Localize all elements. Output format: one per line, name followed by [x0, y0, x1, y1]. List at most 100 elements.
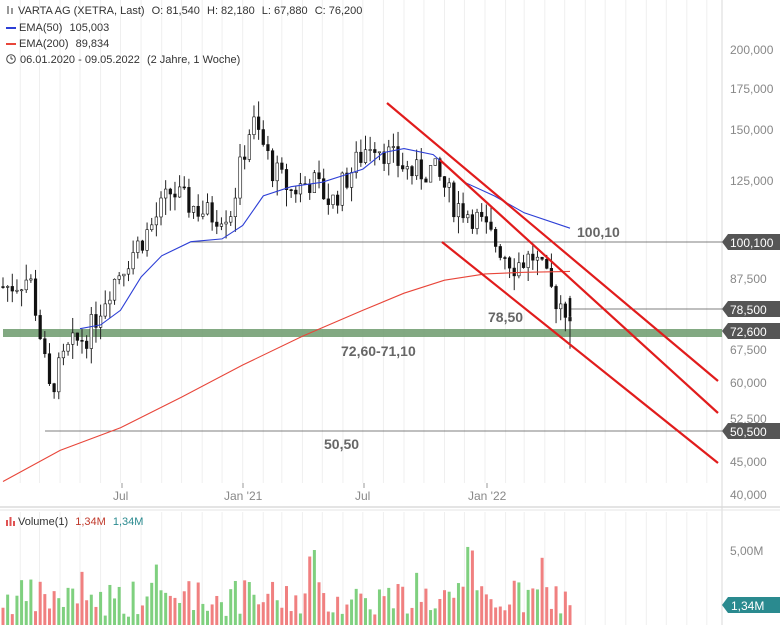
volume-bar	[136, 614, 140, 625]
candle-down	[33, 278, 38, 316]
close-value: C: 76,200	[314, 5, 363, 17]
trendline-lower	[441, 241, 719, 464]
candle-down	[289, 189, 293, 191]
ema50-value: 105,003	[69, 22, 110, 34]
candle-up	[15, 289, 19, 292]
svg-text:1,34M: 1,34M	[731, 599, 764, 613]
candle-down	[410, 166, 414, 177]
volume-bars	[1, 546, 572, 625]
level-label-78: 78,50	[488, 309, 523, 325]
price-badge-100: 100,100	[722, 234, 780, 250]
volume-bar	[192, 610, 196, 625]
svg-text:78,500: 78,500	[730, 303, 767, 317]
volume-bar	[522, 612, 526, 625]
candle-up	[456, 203, 461, 218]
volume-bar	[312, 550, 316, 625]
volume-bar	[405, 613, 409, 625]
candle-up	[201, 213, 205, 217]
volume-bar	[196, 582, 200, 625]
candle-down	[419, 159, 423, 180]
volume-bar	[275, 600, 279, 625]
volume-bar	[294, 595, 298, 625]
volume-bar	[140, 605, 144, 625]
date-range: 06.01.2020 - 09.05.2022 (2 Jahre, 1 Woch…	[6, 54, 240, 66]
volume-bar	[103, 615, 107, 625]
volume-bar	[508, 604, 512, 625]
volume-bar	[559, 613, 563, 625]
candle-down	[401, 165, 405, 170]
volume-bar	[173, 597, 177, 625]
candle-up	[405, 166, 409, 170]
volume-bar	[80, 571, 84, 625]
candle-down	[489, 221, 493, 230]
candle-down	[438, 158, 442, 177]
candle-down	[1, 286, 5, 288]
candle-down	[461, 203, 465, 219]
candle-down	[336, 194, 340, 206]
volume-bar	[308, 556, 312, 625]
candle-up	[535, 256, 540, 261]
svg-text:100,100: 100,100	[730, 236, 774, 250]
volume-bar	[368, 609, 372, 625]
candle-down	[484, 216, 488, 223]
volume-bar	[415, 572, 419, 625]
volume-bar	[29, 579, 33, 625]
candle-up	[150, 224, 154, 230]
volume-bar	[298, 613, 302, 625]
candle-down	[373, 149, 377, 153]
candle-up	[415, 159, 419, 177]
candle-up	[61, 350, 66, 359]
ema200-value: 89,834	[75, 38, 110, 50]
volume-bar	[1, 607, 5, 625]
volume-bar	[470, 550, 474, 625]
volume-bar	[456, 583, 460, 625]
candle-down	[47, 353, 52, 384]
volume-bar	[182, 591, 186, 625]
candle-up	[229, 216, 233, 223]
candle-down	[345, 172, 349, 188]
volume-bar	[43, 594, 47, 625]
candle-up	[19, 289, 24, 292]
candle-up	[526, 253, 530, 268]
price-axis: 200,000 175,000 150,000 125,000 87,500 6…	[730, 43, 774, 502]
volume-badge: 1,34M	[722, 597, 780, 613]
candle-up	[71, 332, 75, 345]
svg-text:50,500: 50,500	[730, 425, 767, 439]
volume-bar	[205, 610, 209, 625]
candle-down	[80, 340, 84, 342]
volume-bar	[57, 598, 61, 625]
duration-text: (2 Jahre, 1 Woche)	[146, 54, 241, 66]
candle-up	[517, 262, 521, 277]
level-label-72: 72,60-71,10	[341, 343, 416, 359]
candle-up	[391, 146, 395, 148]
volume-bar	[303, 593, 307, 625]
volume-bar	[382, 596, 386, 625]
volume-bar	[549, 608, 553, 625]
volume-bar	[396, 584, 400, 625]
candle-down	[521, 262, 526, 268]
price-tick: 175,000	[730, 82, 774, 96]
volume-bar	[75, 603, 79, 625]
volume-bar	[494, 607, 498, 625]
volume-bar	[257, 604, 261, 625]
candle-down	[563, 303, 567, 318]
volume-bar	[168, 595, 172, 625]
candle-up	[159, 197, 163, 218]
candle-up	[29, 278, 33, 281]
candle-down	[317, 172, 321, 180]
volume-bar	[150, 582, 154, 625]
candle-up	[205, 202, 210, 215]
x-tick: Jan '21	[224, 489, 263, 503]
volume-bar	[233, 580, 237, 625]
candle-down	[554, 286, 558, 310]
candle-down	[480, 211, 484, 217]
candle-up	[349, 172, 354, 188]
volume-legend: Volume(1) 1,34M 1,34M	[6, 516, 143, 528]
open-value: O: 81,540	[151, 5, 200, 17]
volume-bar	[438, 598, 442, 625]
candle-up	[298, 183, 303, 195]
instrument-title: VARTA AG (XETRA, Last)	[18, 5, 145, 17]
volume-bar	[126, 616, 130, 625]
volume-bar	[71, 588, 75, 625]
